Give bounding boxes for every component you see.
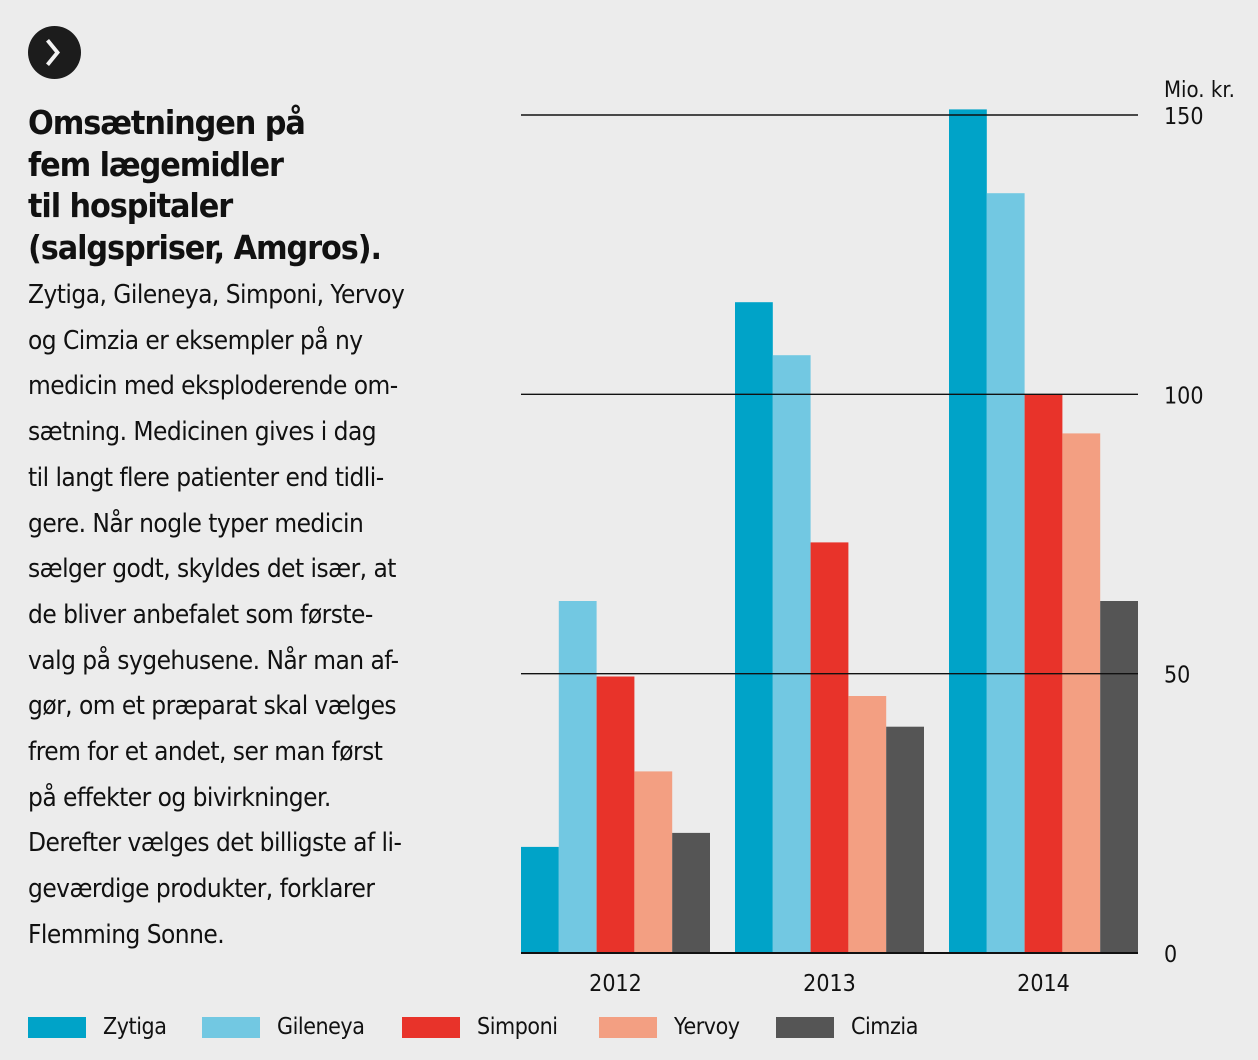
legend-label: Cimzia	[851, 1014, 918, 1040]
y-axis-labels: 0 50 100 150	[1164, 104, 1204, 968]
legend-label: Yervoy	[674, 1014, 740, 1040]
bar-yervoy-2012	[634, 771, 673, 953]
bar-gileneya-2012	[558, 601, 597, 953]
bar-simponi-2012	[596, 676, 635, 953]
body-line: Derefter vælges det billigste af li-	[28, 828, 402, 859]
bar-cimzia-2012	[672, 832, 710, 953]
legend-swatch	[776, 1016, 834, 1038]
legend-item-gileneya: Gileneya	[202, 1014, 374, 1040]
y-axis-title: Mio. kr.	[1164, 77, 1235, 102]
body-line: Zytiga, Gileneya, Simponi, Yervoy	[28, 280, 405, 310]
description-text: Zytiga, Gileneya, Simponi, Yervoy og Cim…	[28, 273, 424, 959]
y-tick-label: 0	[1164, 942, 1177, 968]
legend-label: Zytiga	[103, 1014, 167, 1040]
legend-swatch	[599, 1016, 657, 1038]
bar-simponi-2013	[810, 542, 849, 953]
y-tick-label: 50	[1164, 663, 1190, 689]
body-line: gere. Når nogle typer medicin	[28, 508, 364, 539]
x-axis-labels: 2012 2013 2014	[589, 971, 1070, 997]
x-tick-label: 2012	[589, 971, 642, 997]
legend-item-cimzia: Cimzia	[776, 1014, 925, 1040]
body-line: de bliver anbefalet som første-	[28, 599, 373, 630]
body-line: og Cimzia er eksempler på ny	[28, 325, 363, 356]
y-tick-label: 150	[1164, 104, 1204, 130]
legend-swatch	[202, 1016, 260, 1038]
body-line: frem for et andet, ser man først	[28, 737, 383, 768]
body-line: gør, om et præparat skal vælges	[28, 691, 397, 722]
chart-headline: Omsætningen på fem lægemidler til hospit…	[28, 102, 424, 268]
bar-zytiga-2014	[949, 109, 987, 953]
bar-yervoy-2013	[848, 696, 887, 953]
legend-item-yervoy: Yervoy	[599, 1014, 747, 1040]
bar-cimzia-2014	[1100, 601, 1138, 953]
body-line: valg på sygehusene. Når man af-	[28, 645, 399, 676]
legend-swatch	[402, 1016, 460, 1038]
x-tick-label: 2014	[1017, 971, 1070, 997]
bars-layer	[521, 109, 1138, 953]
body-line: på effekter og bivirkninger.	[28, 782, 331, 813]
bar-cimzia-2013	[886, 726, 924, 953]
legend-swatch	[28, 1016, 86, 1038]
chevron-badge	[28, 26, 81, 79]
body-line: sætning. Medicinen gives i dag	[28, 417, 377, 448]
body-line: geværdige produkter, forklarer	[28, 874, 375, 905]
y-tick-label: 100	[1164, 383, 1204, 409]
headline-line: til hospitaler	[28, 186, 233, 225]
legend-label: Gileneya	[277, 1014, 365, 1040]
body-line: sælger godt, skyldes det især, at	[28, 554, 396, 585]
legend-item-zytiga: Zytiga	[28, 1014, 173, 1040]
gridlines-layer	[521, 114, 1138, 954]
headline-line: Omsætningen på	[28, 103, 306, 142]
headline-line: fem lægemidler	[28, 144, 284, 184]
bar-zytiga-2012	[521, 846, 559, 953]
x-tick-label: 2013	[803, 971, 856, 997]
bar-gileneya-2013	[772, 355, 811, 953]
body-line: Flemming Sonne.	[28, 919, 225, 950]
chevron-right-icon	[46, 39, 60, 66]
legend-item-simponi: Simponi	[402, 1014, 567, 1040]
bar-zytiga-2013	[735, 302, 773, 953]
body-line: medicin med eksploderende om-	[28, 371, 398, 402]
bar-yervoy-2014	[1062, 433, 1101, 953]
headline-line: (salgspriser, Amgros).	[28, 227, 382, 267]
body-line: til langt flere patienter end tidli-	[28, 462, 384, 493]
bar-gileneya-2014	[986, 193, 1025, 953]
legend-label: Simponi	[477, 1014, 558, 1040]
